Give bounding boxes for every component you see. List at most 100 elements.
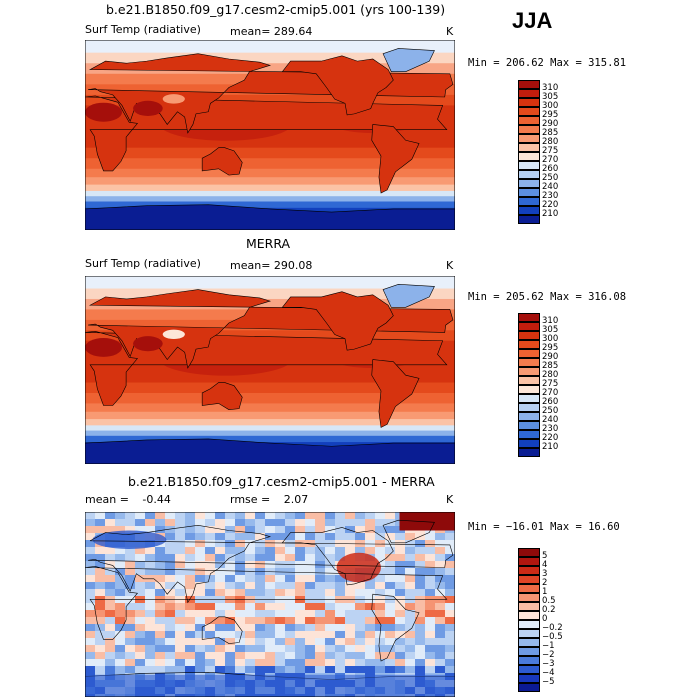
diff-cell xyxy=(205,575,216,583)
diff-cell xyxy=(185,645,196,653)
colorbar-swatch xyxy=(518,421,540,430)
colorbar-tick-label: −3 xyxy=(542,659,555,669)
diff-cell xyxy=(335,638,346,646)
diff-cell xyxy=(355,624,366,632)
temp-band xyxy=(85,201,455,209)
diff-cell xyxy=(375,596,386,604)
diff-cell xyxy=(435,631,446,639)
diff-cell xyxy=(395,547,406,555)
colorbar-swatch xyxy=(518,656,540,665)
diff-cell xyxy=(285,596,296,604)
colorbar-swatch xyxy=(518,611,540,620)
temp-band xyxy=(85,147,455,159)
diff-cell xyxy=(375,519,386,527)
diff-cell xyxy=(175,589,186,597)
diff-cell xyxy=(375,512,386,520)
diff-cell xyxy=(185,589,196,597)
diff-cell xyxy=(215,645,226,653)
diff-cell xyxy=(335,603,346,611)
diff-cell xyxy=(305,645,316,653)
diff-cell xyxy=(235,547,246,555)
diff-cell xyxy=(385,624,396,632)
diff-cell xyxy=(375,645,386,653)
diff-cell xyxy=(95,547,106,555)
diff-cell xyxy=(125,645,136,653)
diff-cell xyxy=(195,666,206,674)
diff-cell xyxy=(125,561,136,569)
diff-cell xyxy=(245,610,256,618)
diff-cell xyxy=(125,617,136,625)
diff-cell xyxy=(365,617,376,625)
diff-cell xyxy=(325,512,336,520)
diff-cell xyxy=(85,659,96,667)
diff-cell xyxy=(105,568,116,576)
diff-cell xyxy=(335,526,346,534)
diff-cell xyxy=(85,519,96,527)
temp-band xyxy=(85,419,455,426)
diff-cell xyxy=(105,512,116,520)
diff-cell xyxy=(385,610,396,618)
diff-cell xyxy=(305,610,316,618)
diff-cell xyxy=(85,666,96,674)
diff-cell xyxy=(105,610,116,618)
diff-cell xyxy=(135,582,146,590)
diff-cell xyxy=(115,512,126,520)
rmse-label-text: rmse = xyxy=(230,493,271,506)
hot-spot xyxy=(85,338,122,357)
diff-cell xyxy=(285,666,296,674)
diff-cell xyxy=(205,582,216,590)
diff-cell xyxy=(255,631,266,639)
colorbar-tick-label: 240 xyxy=(542,182,559,192)
diff-cell xyxy=(395,533,406,541)
diff-cell xyxy=(325,652,336,660)
diff-cell xyxy=(245,652,256,660)
diff-cell xyxy=(135,652,146,660)
diff-cell xyxy=(115,610,126,618)
diff-cell xyxy=(295,575,306,583)
diff-cell xyxy=(165,631,176,639)
diff-cell xyxy=(315,645,326,653)
diff-cell xyxy=(185,596,196,604)
diff-cell xyxy=(355,610,366,618)
diff-cell xyxy=(235,631,246,639)
diff-cell xyxy=(405,533,416,541)
diff-cell xyxy=(145,659,156,667)
diff-cell xyxy=(205,631,216,639)
diff-cell xyxy=(155,652,166,660)
diff-cell xyxy=(85,547,96,555)
mean-label-text: mean= xyxy=(230,259,271,272)
diff-cell xyxy=(105,624,116,632)
diff-cell xyxy=(195,638,206,646)
diff-cell xyxy=(245,603,256,611)
diff-cell xyxy=(95,589,106,597)
diff-cell xyxy=(235,589,246,597)
land-outline xyxy=(382,284,435,308)
diff-cell xyxy=(125,610,136,618)
diff-cell xyxy=(445,610,455,618)
diff-cell xyxy=(335,659,346,667)
diff-cell xyxy=(255,589,266,597)
hot-spot xyxy=(85,102,122,122)
diff-cell xyxy=(415,547,426,555)
diff-cell xyxy=(395,561,406,569)
diff-cell xyxy=(315,540,326,548)
diff-cell xyxy=(295,638,306,646)
diff-cell xyxy=(185,568,196,576)
diff-cell xyxy=(345,519,356,527)
diff-cell xyxy=(205,610,216,618)
diff-cell xyxy=(255,526,266,534)
diff-cell xyxy=(315,603,326,611)
diff-cell xyxy=(375,617,386,625)
diff-cell xyxy=(365,589,376,597)
diff-cell xyxy=(205,617,216,625)
diff-cell xyxy=(275,512,286,520)
diff-cell xyxy=(235,659,246,667)
diff-cell xyxy=(345,582,356,590)
diff-cell xyxy=(175,575,186,583)
land-outline xyxy=(382,519,435,544)
diff-cell xyxy=(445,589,455,597)
diff-cell xyxy=(195,624,206,632)
diff-cell xyxy=(405,568,416,576)
diff-cell xyxy=(415,631,426,639)
diff-cell xyxy=(325,666,336,674)
